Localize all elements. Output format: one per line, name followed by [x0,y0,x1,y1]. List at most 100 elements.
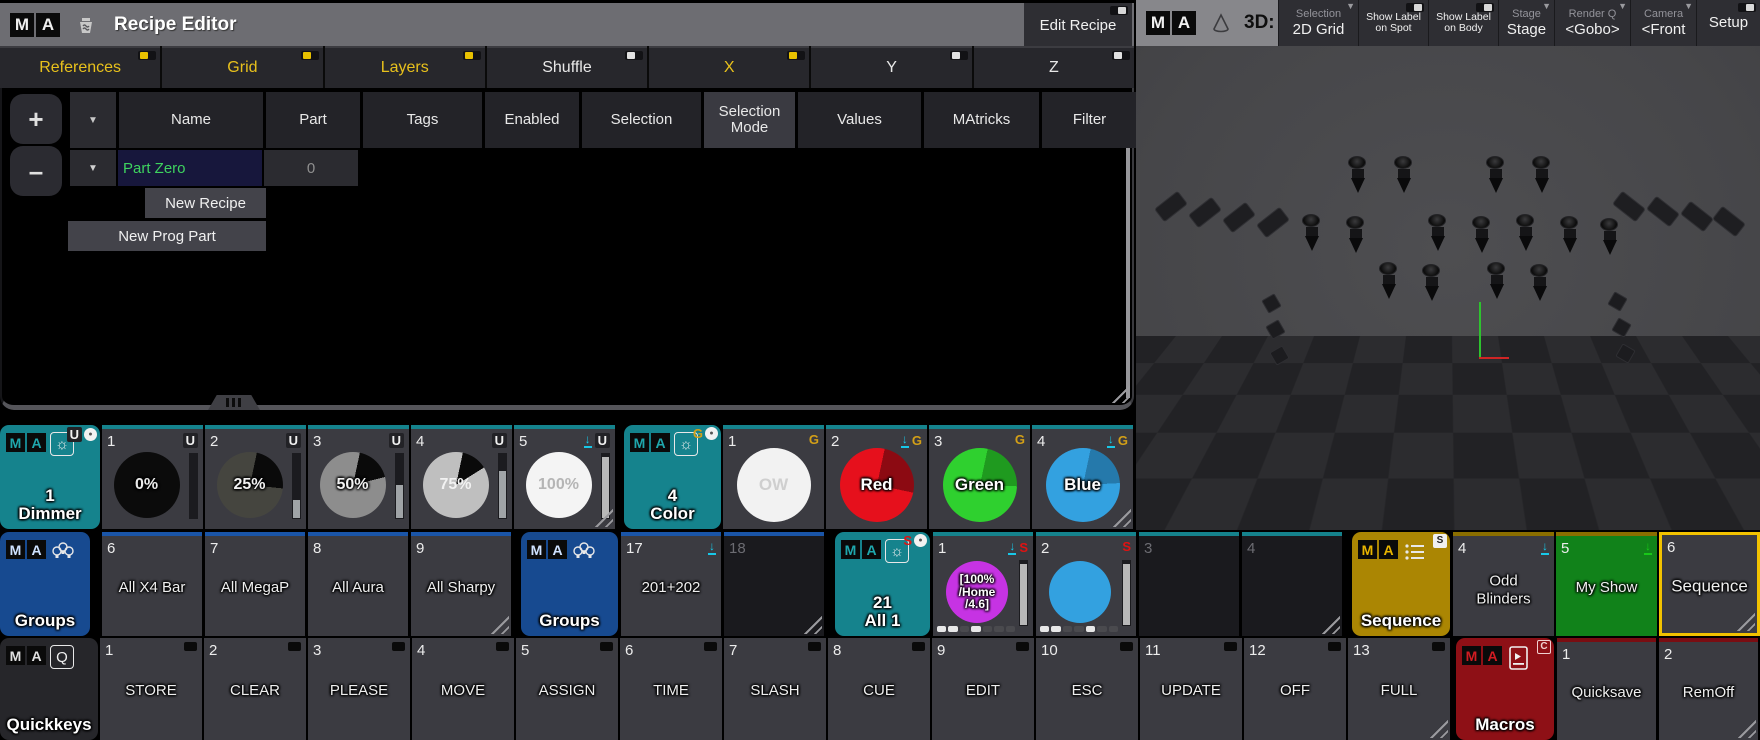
window-handle[interactable] [208,395,260,410]
tab-x[interactable]: X [649,46,810,88]
pool-header-groups2[interactable]: M A Groups [521,532,618,636]
row-name-cell[interactable]: Part Zero [118,150,262,186]
window-resize-grip[interactable] [1106,379,1130,403]
tab-shuffle[interactable]: Shuffle [486,46,648,88]
column-tags[interactable]: Tags [363,92,482,148]
tab-z[interactable]: Z [973,46,1134,88]
pool-resize-grip[interactable] [1424,714,1448,738]
pool-resize-grip[interactable] [1732,714,1756,738]
pool-header-dimmer[interactable]: M A ☼ U ● 1 Dimmer [0,425,100,529]
pool-item-groups2-17[interactable]: 17 ↓ 201+202 [621,532,721,636]
column-values[interactable]: Values [798,92,921,148]
pool-item-sequence-6[interactable]: 6 Sequence [1659,532,1760,636]
column-expand[interactable]: ▼ [70,92,116,148]
intensity-slider[interactable] [1019,560,1028,626]
v3-button-show-label-on-body[interactable]: Show Label on Body [1428,0,1498,46]
pool-item-quickkeys-11[interactable]: 11 UPDATE [1140,638,1242,740]
pool-resize-grip[interactable] [798,610,822,634]
pool-item-macros-1[interactable]: 1 Quicksave [1557,638,1656,740]
pool-resize-grip[interactable] [1731,607,1755,631]
pool-item-sequence-5[interactable]: 5 ↓ My Show [1556,532,1657,636]
intensity-slider[interactable] [395,453,404,519]
pool-resize-grip[interactable] [1316,610,1340,634]
column-name[interactable]: Name [119,92,263,148]
pool-item-quickkeys-5[interactable]: 5 ASSIGN [516,638,618,740]
row-part-cell[interactable]: 0 [264,150,358,186]
bulb-icon: ☼ [674,432,698,456]
column-selection[interactable]: Selection [582,92,701,148]
pool-item-groups1-8[interactable]: 8 All Aura [308,532,408,636]
remove-part-button[interactable]: – [10,146,62,196]
pool-item-presets-3[interactable]: 3 [1139,532,1239,636]
new-recipe-button[interactable]: New Recipe [145,188,266,218]
column-part[interactable]: Part [266,92,360,148]
pool-header-presets[interactable]: M A ☼ S ● 21 All 1 [835,532,930,636]
pool-item-dimmer-2[interactable]: 2 U 25% [205,425,306,529]
pool-item-groups2-18[interactable]: 18 [724,532,824,636]
pool-header-color[interactable]: M A ☼ G ● 4 Color [624,425,721,529]
pool-item-quickkeys-8[interactable]: 8 CUE [828,638,930,740]
v3-button--gobo-[interactable]: Render Q <Gobo> ▼ [1554,0,1630,46]
pool-item-quickkeys-3[interactable]: 3 PLEASE [308,638,410,740]
preset-circle: 100% [525,452,592,518]
tab-y[interactable]: Y [811,46,972,88]
intensity-slider[interactable] [601,453,610,519]
pool-item-dimmer-1[interactable]: 1 U 0% [102,425,203,529]
intensity-slider[interactable] [292,453,301,519]
pool-header-macros[interactable]: M A C Macros [1456,638,1554,740]
pool-item-dimmer-5[interactable]: 5 ↓ U 100% [514,425,615,529]
badge-qk [1120,642,1133,651]
column-selection-mode[interactable]: Selection Mode [704,92,795,148]
pool-item-quickkeys-12[interactable]: 12 OFF [1244,638,1346,740]
pool-item-quickkeys-6[interactable]: 6 TIME [620,638,722,740]
v3-button-setup[interactable]: Setup [1696,0,1760,46]
v3-button-stage[interactable]: Stage Stage ▼ [1498,0,1554,46]
v3-button--front[interactable]: Camera <Front ▼ [1630,0,1696,46]
pool-item-color-1[interactable]: 1 G OW [723,425,824,529]
pool-header-groups1[interactable]: M A Groups [0,532,90,636]
pool-item-quickkeys-13[interactable]: 13 FULL [1348,638,1450,740]
pool-item-color-3[interactable]: 3 G Green [929,425,1030,529]
pool-item-quickkeys-1[interactable]: 1 STORE [100,638,202,740]
pool-resize-grip[interactable] [485,610,509,634]
v3-button-show-label-on-spot[interactable]: Show Label on Spot [1358,0,1428,46]
pool-item-quickkeys-9[interactable]: 9 EDIT [932,638,1034,740]
tab-layers[interactable]: Layers [324,46,485,88]
pool-item-color-2[interactable]: 2 ↓ G Red [826,425,927,529]
row-expand-toggle[interactable]: ▼ [70,150,116,186]
pool-header-sequence[interactable]: M A S Sequence [1352,532,1450,636]
pool-item-groups1-9[interactable]: 9 All Sharpy [411,532,511,636]
pool-header-quickkeys[interactable]: M A Q Quickkeys [0,638,98,740]
pool-item-presets-4[interactable]: 4 [1242,532,1342,636]
stage-3d-viewport[interactable] [1136,46,1760,530]
intensity-slider[interactable] [498,453,507,519]
tab-grid[interactable]: Grid [162,46,323,88]
pool-item-dimmer-4[interactable]: 4 U 75% [411,425,512,529]
table-scrollbar[interactable] [1126,148,1130,398]
fixture-head [1397,178,1411,193]
pool-item-quickkeys-10[interactable]: 10 ESC [1036,638,1138,740]
pool-item-sequence-4[interactable]: 4 ↓ Odd Blinders [1453,532,1554,636]
pool-item-quickkeys-2[interactable]: 2 CLEAR [204,638,306,740]
tab-references[interactable]: References [0,46,161,88]
pool-item-macros-2[interactable]: 2 RemOff [1659,638,1758,740]
edit-recipe-button[interactable]: Edit Recipe [1024,3,1132,49]
new-prog-part-button[interactable]: New Prog Part [68,221,266,251]
column-enabled[interactable]: Enabled [485,92,579,148]
intensity-slider[interactable] [1122,560,1131,626]
intensity-slider[interactable] [189,453,198,519]
pool-item-presets-1[interactable]: 1 ↓ S [100% /Home /4.6] [933,532,1033,636]
pool-item-groups1-7[interactable]: 7 All MegaP [205,532,305,636]
pool-item-quickkeys-4[interactable]: 4 MOVE [412,638,514,740]
pool-item-color-4[interactable]: 4 ↓ G Blue [1032,425,1133,529]
column-matricks[interactable]: MAtricks [924,92,1039,148]
pool-item-quickkeys-7[interactable]: 7 SLASH [724,638,826,740]
column-filter[interactable]: Filter [1042,92,1137,148]
add-part-button[interactable]: + [10,94,62,144]
pool-item-dimmer-3[interactable]: 3 U 50% [308,425,409,529]
pool-item-groups1-6[interactable]: 6 All X4 Bar [102,532,202,636]
v3-button-2d-grid[interactable]: Selection 2D Grid ▼ [1278,0,1358,46]
